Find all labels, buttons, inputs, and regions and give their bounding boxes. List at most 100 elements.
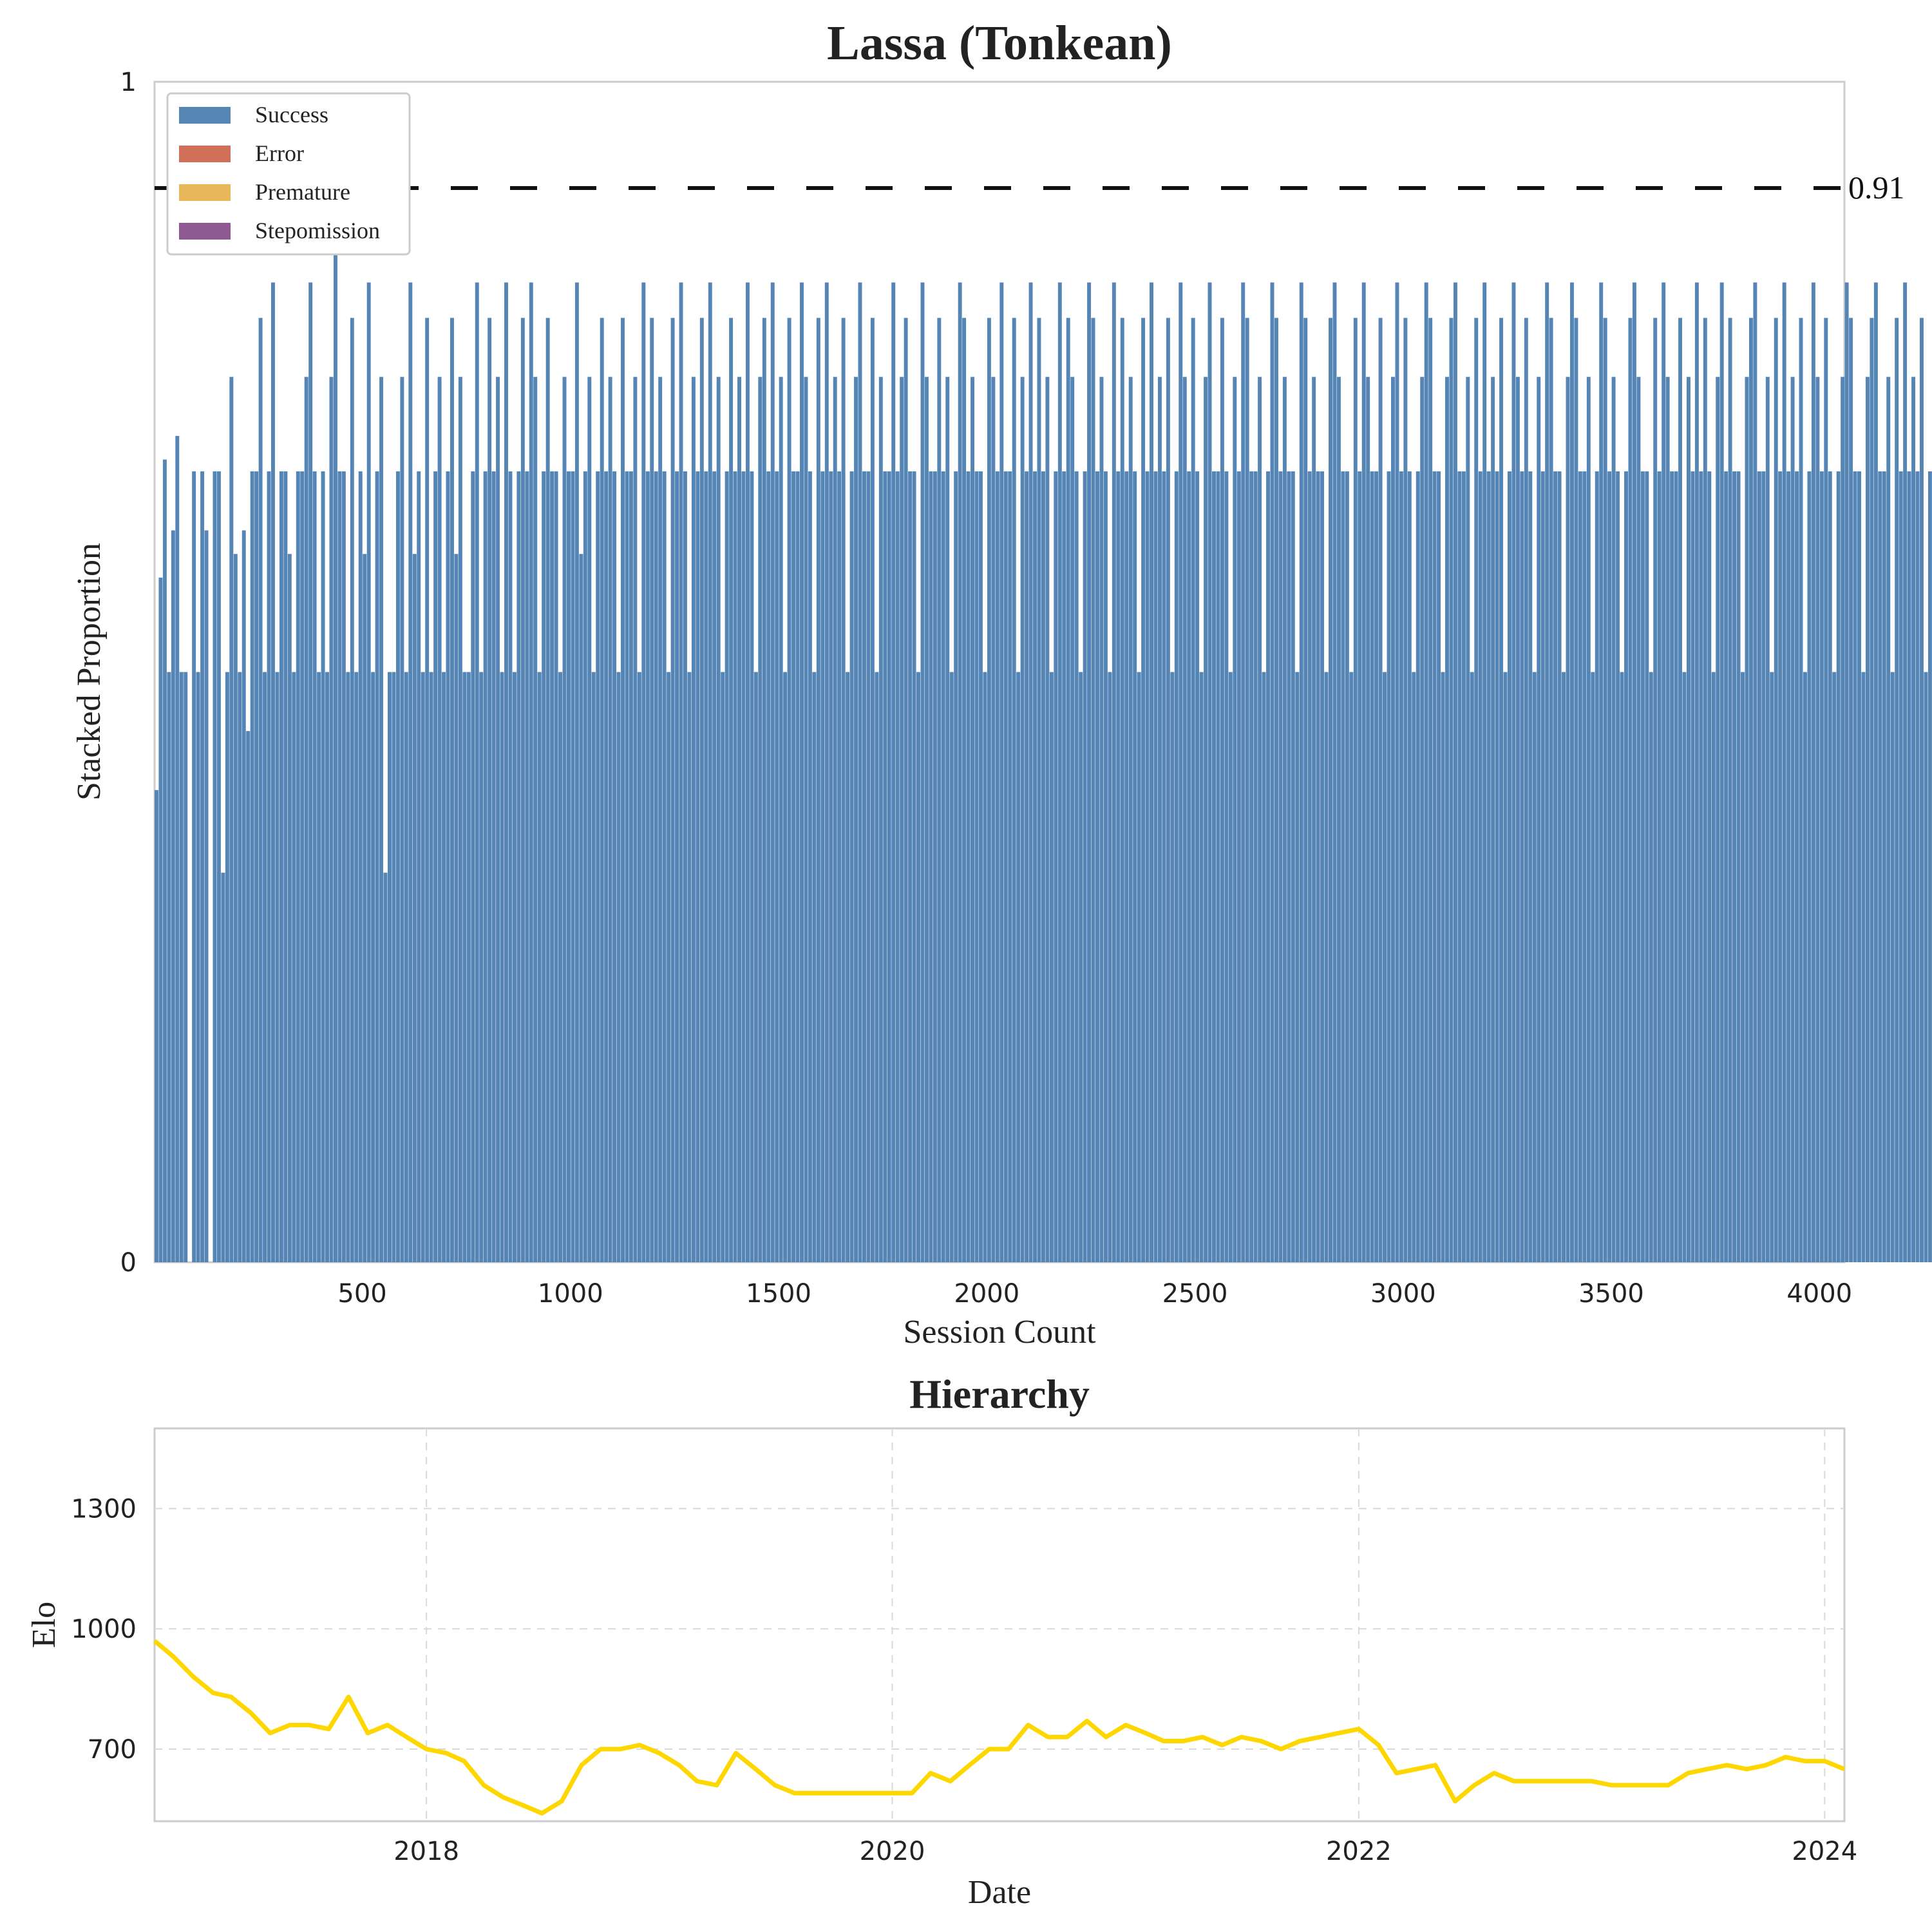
success-bar xyxy=(200,471,205,1262)
success-bar xyxy=(1170,672,1175,1262)
success-bar xyxy=(1890,672,1895,1262)
success-bar xyxy=(333,211,337,1262)
success-bar xyxy=(1233,377,1237,1262)
grid xyxy=(155,1428,1844,1821)
success-bar xyxy=(708,282,712,1262)
success-bar xyxy=(895,471,900,1262)
success-bar xyxy=(1562,672,1566,1262)
success-bar xyxy=(1857,471,1861,1262)
success-bar xyxy=(616,672,621,1262)
success-bar xyxy=(1303,317,1308,1263)
success-bar xyxy=(329,377,334,1262)
success-bar xyxy=(1216,471,1220,1262)
success-bar xyxy=(1412,672,1416,1262)
success-bar xyxy=(1761,471,1766,1262)
success-bar xyxy=(450,317,454,1263)
success-bar xyxy=(1824,317,1828,1263)
success-bar xyxy=(179,672,184,1262)
y-tick-labels: 01 xyxy=(120,68,137,1278)
success-bar xyxy=(433,471,438,1262)
success-bar xyxy=(1853,471,1857,1262)
success-bar xyxy=(829,471,833,1262)
success-bar xyxy=(479,672,484,1262)
success-bar xyxy=(1137,672,1141,1262)
success-bar xyxy=(1524,317,1528,1263)
success-bar xyxy=(775,471,779,1262)
x-tick-label: 500 xyxy=(337,1279,386,1309)
x-tick-label: 2020 xyxy=(860,1837,925,1866)
success-bar xyxy=(1873,282,1878,1262)
success-bar xyxy=(883,471,887,1262)
legend-swatch xyxy=(179,146,231,162)
success-bar xyxy=(1179,282,1183,1262)
success-bar xyxy=(1724,471,1728,1262)
success-bar xyxy=(641,282,646,1262)
success-bar xyxy=(1241,282,1245,1262)
success-bar xyxy=(1924,672,1928,1262)
success-bar xyxy=(1208,282,1212,1262)
success-bar xyxy=(558,672,563,1262)
success-bar xyxy=(1815,377,1820,1262)
success-bar xyxy=(1182,377,1187,1262)
success-bar xyxy=(1133,471,1137,1262)
success-bar xyxy=(1383,672,1387,1262)
success-bar xyxy=(875,672,879,1262)
success-bar xyxy=(1566,377,1570,1262)
bar-group xyxy=(155,211,1932,1263)
success-bar xyxy=(1187,471,1191,1262)
success-bar xyxy=(221,873,225,1262)
success-bar xyxy=(1204,377,1208,1262)
success-bar xyxy=(496,377,500,1262)
success-bar xyxy=(1345,471,1349,1262)
success-bar xyxy=(1003,471,1008,1262)
success-bar xyxy=(250,471,254,1262)
success-bar xyxy=(475,282,479,1262)
success-bar xyxy=(1378,317,1383,1263)
legend-label: Success xyxy=(255,102,328,128)
success-bar xyxy=(1882,471,1886,1262)
success-bar xyxy=(1491,377,1495,1262)
success-bar xyxy=(804,377,808,1262)
success-bar xyxy=(1079,672,1083,1262)
success-bar xyxy=(258,317,263,1263)
x-tick-label: 2024 xyxy=(1792,1837,1857,1866)
success-bar xyxy=(1662,282,1666,1262)
success-bar xyxy=(267,471,271,1262)
success-bar xyxy=(1150,282,1153,1262)
success-bar xyxy=(350,317,354,1263)
success-bar xyxy=(1199,672,1204,1262)
success-bar xyxy=(312,471,317,1262)
success-bar xyxy=(292,672,296,1262)
success-bar xyxy=(1719,282,1724,1262)
success-bar xyxy=(1811,282,1815,1262)
success-bar xyxy=(1819,471,1824,1262)
success-bar xyxy=(1645,471,1649,1262)
success-bar xyxy=(404,672,408,1262)
success-bar xyxy=(308,282,313,1262)
success-bar xyxy=(791,471,796,1262)
success-bar xyxy=(1037,317,1041,1263)
success-bar xyxy=(1428,317,1433,1263)
success-bar xyxy=(425,317,430,1263)
success-bar xyxy=(958,282,962,1262)
success-bar xyxy=(1166,317,1170,1263)
success-bar xyxy=(1728,317,1732,1263)
success-bar xyxy=(658,377,663,1262)
x-tick-labels: 2018 2020 2022 2024 xyxy=(393,1837,1857,1866)
success-bar xyxy=(1653,317,1658,1263)
success-bar xyxy=(1786,471,1791,1262)
success-bar xyxy=(900,377,904,1262)
success-bar xyxy=(304,377,308,1262)
success-bar xyxy=(1537,377,1541,1262)
success-bar xyxy=(1540,471,1545,1262)
success-bar xyxy=(1690,471,1695,1262)
success-bar xyxy=(395,471,400,1262)
success-bar xyxy=(696,471,700,1262)
success-bar xyxy=(849,471,854,1262)
success-bar xyxy=(991,377,996,1262)
success-bar xyxy=(1682,672,1687,1262)
success-bar xyxy=(508,471,513,1262)
success-bar xyxy=(1366,377,1370,1262)
success-bar xyxy=(1927,471,1932,1262)
success-bar xyxy=(1503,672,1508,1262)
